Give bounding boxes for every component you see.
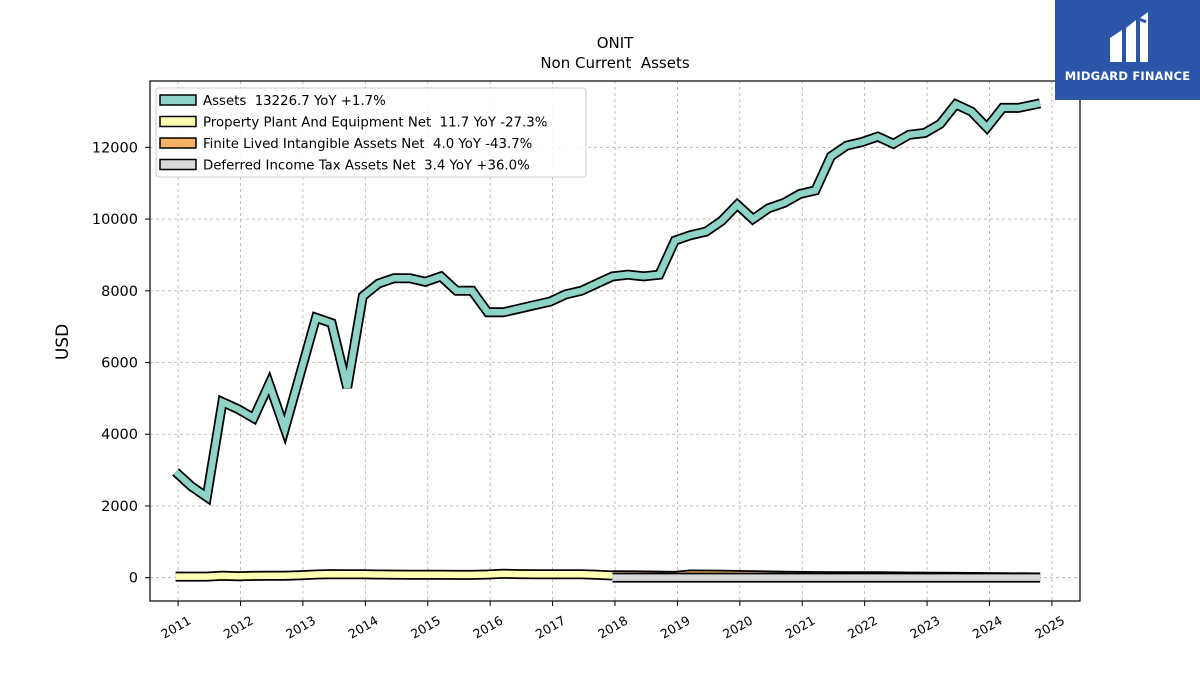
y-tick-label: 6000 [101,356,138,372]
x-tick-label: 2014 [346,613,381,642]
x-tick-label: 2019 [658,613,693,642]
chart-title: ONIT [597,34,634,52]
grid-lines [150,81,1080,601]
legend-swatch [159,137,197,149]
y-tick-label: 8000 [101,284,138,300]
legend-swatch [159,115,197,128]
series-line [175,570,613,580]
x-tick-label: 2011 [158,613,193,642]
legend-entry: Property Plant And Equipment Net 11.7 Yo… [203,116,547,131]
series-layer [172,98,1042,583]
midgard-logo-icon [1110,12,1148,62]
y-axis-label: USD [53,324,73,360]
axis-ticks: 0 2000 4000 6000 8000 10000 12000 2011 2012 2013 2… [92,140,1067,641]
legend-swatch [159,158,197,171]
x-tick-label: 2025 [1032,613,1067,642]
x-tick-label: 2022 [845,613,880,642]
legend: Assets 13226.7 YoY +1.7% Property Plant A… [155,87,587,178]
brand-logo: MIDGARD FINANCE [1055,0,1200,100]
x-tick-label: 2016 [470,613,505,642]
series-line [173,100,1041,503]
legend-entry: Deferred Income Tax Assets Net 3.4 YoY +… [203,159,530,174]
x-tick-label: 2020 [720,613,755,642]
y-tick-label: 2000 [101,499,138,515]
chart-subtitle: Non Current Assets [540,54,690,72]
y-tick-label: 10000 [92,212,138,228]
x-tick-label: 2024 [970,613,1005,642]
legend-swatch [159,94,197,106]
x-tick-label: 2018 [595,613,630,642]
y-tick-label: 0 [129,571,138,587]
x-tick-label: 2013 [283,613,318,642]
y-tick-label: 4000 [101,427,138,443]
plot-frame [149,80,1081,602]
legend-entry: Finite Lived Intangible Assets Net 4.0 Y… [203,137,532,152]
legend-box [155,87,587,178]
brand-name: MIDGARD FINANCE [1064,69,1191,83]
y-tick-label: 12000 [92,140,138,156]
x-tick-label: 2021 [782,613,817,642]
legend-entry: Assets 13226.7 YoY +1.7% [203,94,386,109]
x-tick-label: 2015 [408,613,443,642]
x-tick-label: 2023 [907,613,942,642]
x-tick-label: 2012 [221,613,256,642]
x-tick-label: 2017 [533,613,568,642]
